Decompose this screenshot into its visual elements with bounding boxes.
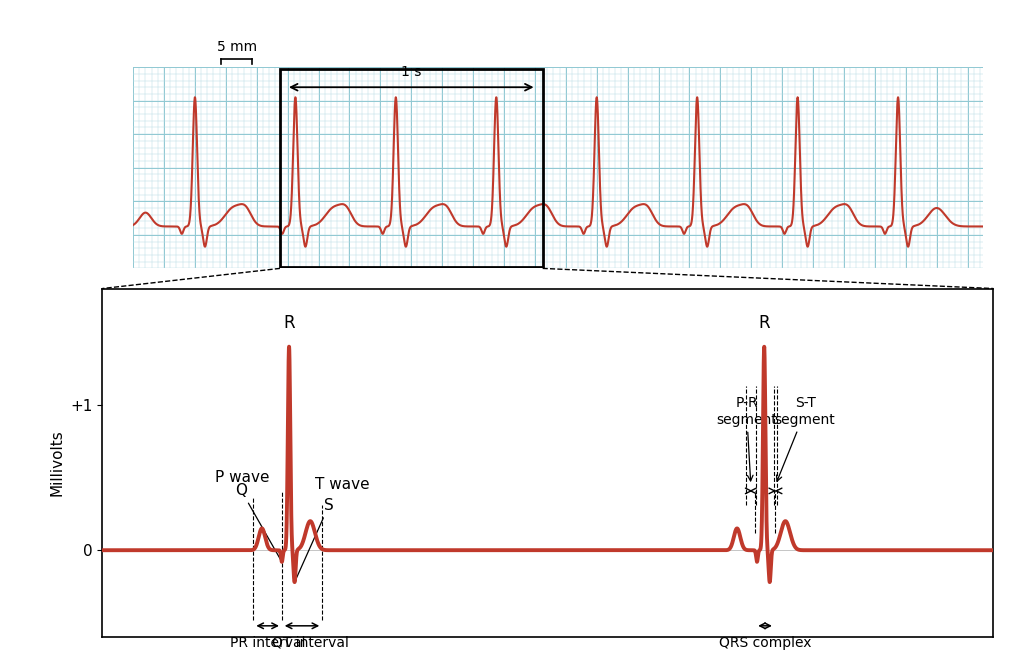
Text: R: R <box>759 314 770 332</box>
Text: R: R <box>284 314 295 332</box>
Text: PR interval: PR interval <box>229 636 305 650</box>
Text: P-R
segment: P-R segment <box>716 397 777 481</box>
Text: S: S <box>296 497 334 580</box>
Text: T wave: T wave <box>314 477 369 493</box>
Text: QT interval: QT interval <box>272 636 349 650</box>
Text: 1 s: 1 s <box>401 65 422 79</box>
Text: 5 mm: 5 mm <box>217 40 257 54</box>
Text: P wave: P wave <box>215 470 269 485</box>
Text: Q: Q <box>236 483 281 560</box>
Text: S-T
segment: S-T segment <box>775 397 836 481</box>
Y-axis label: Millivolts: Millivolts <box>50 429 65 497</box>
Text: QRS complex: QRS complex <box>719 636 811 650</box>
Bar <box>280 69 543 267</box>
